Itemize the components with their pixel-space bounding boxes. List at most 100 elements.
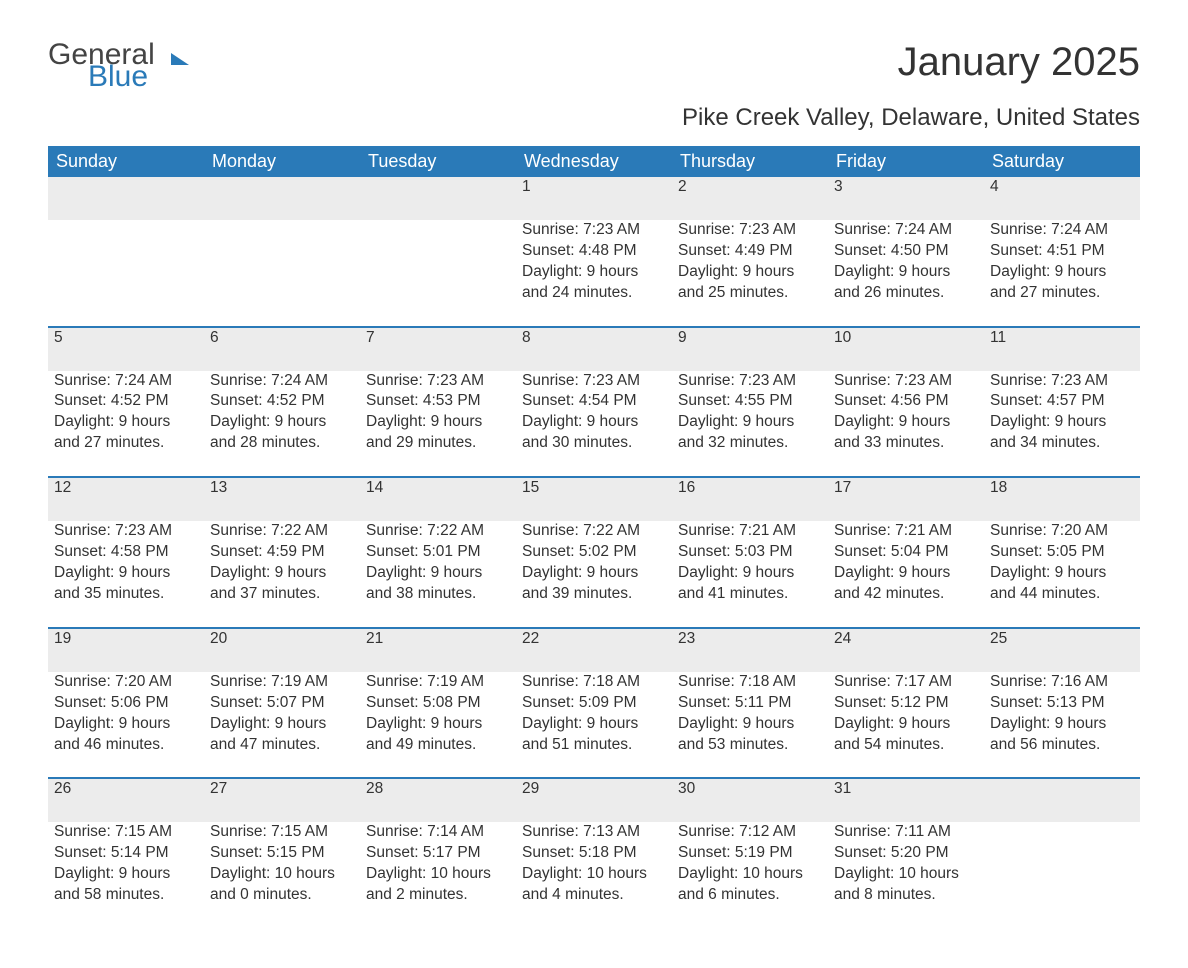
- sunrise-line: Sunrise: 7:23 AM: [522, 220, 666, 241]
- day-number-cell: 25: [984, 628, 1140, 672]
- day-content-cell: Sunrise: 7:23 AMSunset: 4:53 PMDaylight:…: [360, 371, 516, 478]
- day-number-cell: 28: [360, 778, 516, 822]
- sunrise-line: Sunrise: 7:23 AM: [366, 371, 510, 392]
- sunrise-line: Sunrise: 7:24 AM: [210, 371, 354, 392]
- sunset-line: Sunset: 4:52 PM: [210, 391, 354, 412]
- daylight-line: Daylight: 9 hours and 47 minutes.: [210, 714, 354, 756]
- day-content-cell: Sunrise: 7:13 AMSunset: 5:18 PMDaylight:…: [516, 822, 672, 928]
- day-number-row: 19202122232425: [48, 628, 1140, 672]
- day-content-cell: Sunrise: 7:24 AMSunset: 4:50 PMDaylight:…: [828, 220, 984, 327]
- weekday-header: Friday: [828, 146, 984, 177]
- day-content-cell: Sunrise: 7:18 AMSunset: 5:09 PMDaylight:…: [516, 672, 672, 779]
- sunrise-line: Sunrise: 7:23 AM: [834, 371, 978, 392]
- sunset-line: Sunset: 4:51 PM: [990, 241, 1134, 262]
- sunset-line: Sunset: 5:19 PM: [678, 843, 822, 864]
- day-number-cell: 3: [828, 177, 984, 220]
- sunset-line: Sunset: 5:18 PM: [522, 843, 666, 864]
- day-number-cell: 8: [516, 327, 672, 371]
- daylight-line: Daylight: 9 hours and 49 minutes.: [366, 714, 510, 756]
- day-content-row: Sunrise: 7:23 AMSunset: 4:58 PM Daylight:…: [48, 521, 1140, 628]
- day-number-cell: 2: [672, 177, 828, 220]
- day-number-cell: 17: [828, 477, 984, 521]
- sunset-line: Sunset: 4:58 PM: [54, 542, 198, 563]
- day-number-cell: 12: [48, 477, 204, 521]
- sunrise-line: Sunrise: 7:19 AM: [210, 672, 354, 693]
- day-number-cell: 7: [360, 327, 516, 371]
- day-number-cell: 1: [516, 177, 672, 220]
- sunset-line: Sunset: 5:14 PM: [54, 843, 198, 864]
- daylight-line: Daylight: 9 hours and 53 minutes.: [678, 714, 822, 756]
- day-number-row: 12131415161718: [48, 477, 1140, 521]
- daylight-line: Daylight: 9 hours and 27 minutes.: [990, 262, 1134, 304]
- sunrise-line: Sunrise: 7:15 AM: [210, 822, 354, 843]
- sunset-line: Sunset: 5:20 PM: [834, 843, 978, 864]
- day-content-cell: Sunrise: 7:18 AMSunset: 5:11 PMDaylight:…: [672, 672, 828, 779]
- weekday-header: Thursday: [672, 146, 828, 177]
- daylight-line: Daylight: 10 hours and 6 minutes.: [678, 864, 822, 906]
- sunset-line: Sunset: 5:12 PM: [834, 693, 978, 714]
- day-content-cell: Sunrise: 7:14 AMSunset: 5:17 PMDaylight:…: [360, 822, 516, 928]
- day-number-cell: 13: [204, 477, 360, 521]
- day-number-cell: 11: [984, 327, 1140, 371]
- day-content-cell: [48, 220, 204, 327]
- day-content-cell: Sunrise: 7:24 AMSunset: 4:51 PMDaylight:…: [984, 220, 1140, 327]
- sunrise-line: Sunrise: 7:22 AM: [210, 521, 354, 542]
- day-content-cell: Sunrise: 7:24 AMSunset: 4:52 PMDaylight:…: [48, 371, 204, 478]
- sunrise-line: Sunrise: 7:13 AM: [522, 822, 666, 843]
- daylight-line: Daylight: 9 hours and 51 minutes.: [522, 714, 666, 756]
- sunset-line: Sunset: 4:48 PM: [522, 241, 666, 262]
- sunset-line: Sunset: 5:06 PM: [54, 693, 198, 714]
- daylight-line: Daylight: 10 hours and 8 minutes.: [834, 864, 978, 906]
- sunrise-line: Sunrise: 7:22 AM: [366, 521, 510, 542]
- sunset-line: Sunset: 5:08 PM: [366, 693, 510, 714]
- sunset-line: Sunset: 4:50 PM: [834, 241, 978, 262]
- weekday-header: Monday: [204, 146, 360, 177]
- sunset-line: Sunset: 5:01 PM: [366, 542, 510, 563]
- weekday-header: Wednesday: [516, 146, 672, 177]
- sunset-line: Sunset: 5:05 PM: [990, 542, 1134, 563]
- day-number-cell: 19: [48, 628, 204, 672]
- daylight-line: Daylight: 9 hours and 33 minutes.: [834, 412, 978, 454]
- sunrise-line: Sunrise: 7:22 AM: [522, 521, 666, 542]
- sunrise-line: Sunrise: 7:23 AM: [54, 521, 198, 542]
- daylight-line: Daylight: 9 hours and 39 minutes.: [522, 563, 666, 605]
- weekday-header: Saturday: [984, 146, 1140, 177]
- day-content-cell: Sunrise: 7:19 AMSunset: 5:07 PMDaylight:…: [204, 672, 360, 779]
- sunrise-line: Sunrise: 7:18 AM: [678, 672, 822, 693]
- daylight-line: Daylight: 10 hours and 2 minutes.: [366, 864, 510, 906]
- daylight-line: Daylight: 9 hours and 58 minutes.: [54, 864, 198, 906]
- sunset-line: Sunset: 5:13 PM: [990, 693, 1134, 714]
- day-content-cell: Sunrise: 7:21 AMSunset: 5:04 PMDaylight:…: [828, 521, 984, 628]
- daylight-line: Daylight: 10 hours and 0 minutes.: [210, 864, 354, 906]
- sunset-line: Sunset: 4:54 PM: [522, 391, 666, 412]
- page-header: General Blue January 2025: [48, 40, 1140, 92]
- sunset-line: Sunset: 4:56 PM: [834, 391, 978, 412]
- day-number-row: 1234: [48, 177, 1140, 220]
- day-number-cell: 9: [672, 327, 828, 371]
- day-number-row: 262728293031: [48, 778, 1140, 822]
- day-number-cell: 6: [204, 327, 360, 371]
- day-content-cell: Sunrise: 7:19 AMSunset: 5:08 PMDaylight:…: [360, 672, 516, 779]
- day-content-cell: Sunrise: 7:23 AMSunset: 4:56 PMDaylight:…: [828, 371, 984, 478]
- day-number-cell: [360, 177, 516, 220]
- day-number-cell: [984, 778, 1140, 822]
- sunset-line: Sunset: 4:49 PM: [678, 241, 822, 262]
- day-number-cell: 16: [672, 477, 828, 521]
- day-number-cell: 14: [360, 477, 516, 521]
- daylight-line: Daylight: 9 hours and 32 minutes.: [678, 412, 822, 454]
- sunrise-line: Sunrise: 7:14 AM: [366, 822, 510, 843]
- day-content-cell: Sunrise: 7:23 AMSunset: 4:55 PMDaylight:…: [672, 371, 828, 478]
- day-content-row: Sunrise: 7:15 AMSunset: 5:14 PMDaylight:…: [48, 822, 1140, 928]
- sunset-line: Sunset: 5:03 PM: [678, 542, 822, 563]
- sunrise-line: Sunrise: 7:18 AM: [522, 672, 666, 693]
- day-content-cell: Sunrise: 7:23 AMSunset: 4:54 PMDaylight:…: [516, 371, 672, 478]
- day-number-cell: 24: [828, 628, 984, 672]
- weekday-header: Tuesday: [360, 146, 516, 177]
- sunrise-line: Sunrise: 7:24 AM: [834, 220, 978, 241]
- daylight-line: Daylight: 9 hours and 29 minutes.: [366, 412, 510, 454]
- daylight-line: Daylight: 9 hours and 38 minutes.: [366, 563, 510, 605]
- day-content-cell: Sunrise: 7:17 AMSunset: 5:12 PMDaylight:…: [828, 672, 984, 779]
- daylight-line: Daylight: 9 hours and 44 minutes.: [990, 563, 1134, 605]
- day-content-cell: Sunrise: 7:23 AMSunset: 4:48 PMDaylight:…: [516, 220, 672, 327]
- day-content-cell: [360, 220, 516, 327]
